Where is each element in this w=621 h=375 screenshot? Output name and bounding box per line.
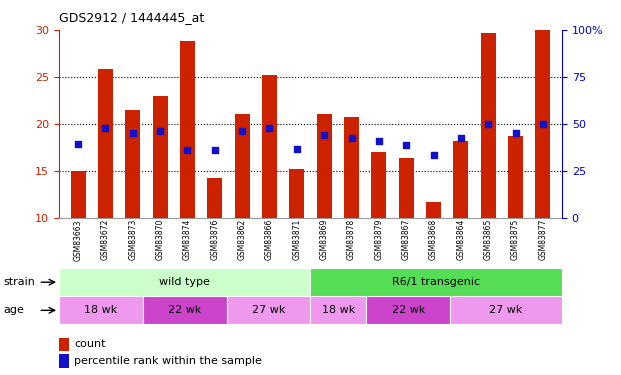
Text: GSM83862: GSM83862 xyxy=(238,219,247,260)
Bar xyxy=(310,268,562,296)
Point xyxy=(538,121,548,127)
Text: count: count xyxy=(74,339,106,349)
Point xyxy=(265,125,274,132)
Bar xyxy=(125,110,140,218)
Text: percentile rank within the sample: percentile rank within the sample xyxy=(74,356,262,366)
Text: GSM83878: GSM83878 xyxy=(347,219,356,260)
Point xyxy=(374,138,384,144)
Text: age: age xyxy=(3,305,24,315)
Bar xyxy=(59,296,143,324)
Bar xyxy=(508,136,523,218)
Bar xyxy=(317,114,332,218)
Point xyxy=(237,128,247,134)
Point xyxy=(210,147,220,153)
Text: GSM83870: GSM83870 xyxy=(156,219,165,260)
Text: GSM83663: GSM83663 xyxy=(74,219,83,261)
Bar xyxy=(366,296,450,324)
Text: GSM83876: GSM83876 xyxy=(211,219,219,260)
Text: GSM83865: GSM83865 xyxy=(484,219,492,260)
Bar xyxy=(180,41,195,218)
Point xyxy=(183,147,193,153)
Bar xyxy=(71,171,86,217)
Text: GSM83875: GSM83875 xyxy=(511,219,520,260)
Bar xyxy=(371,152,386,217)
Point xyxy=(347,135,356,141)
Text: GSM83864: GSM83864 xyxy=(456,219,465,260)
Bar xyxy=(153,96,168,218)
Text: 27 wk: 27 wk xyxy=(489,305,523,315)
Text: GSM83871: GSM83871 xyxy=(292,219,301,260)
Bar xyxy=(399,158,414,218)
Text: 18 wk: 18 wk xyxy=(322,305,355,315)
Point xyxy=(483,121,493,127)
Bar xyxy=(98,69,113,218)
Text: R6/1 transgenic: R6/1 transgenic xyxy=(392,277,480,287)
Point xyxy=(510,130,520,136)
Bar xyxy=(450,296,562,324)
Text: GSM83877: GSM83877 xyxy=(538,219,547,260)
Text: GSM83868: GSM83868 xyxy=(429,219,438,260)
Text: GSM83867: GSM83867 xyxy=(402,219,410,260)
Point xyxy=(428,152,438,157)
Bar xyxy=(59,338,69,351)
Point xyxy=(101,125,111,132)
Bar xyxy=(262,75,277,217)
Text: GSM83879: GSM83879 xyxy=(374,219,383,260)
Text: GSM83869: GSM83869 xyxy=(320,219,329,260)
Bar xyxy=(289,169,304,217)
Bar xyxy=(59,354,69,368)
Bar xyxy=(207,178,222,218)
Bar xyxy=(310,296,366,324)
Text: 18 wk: 18 wk xyxy=(84,305,117,315)
Point xyxy=(401,142,411,148)
Point xyxy=(292,146,302,152)
Point xyxy=(456,135,466,141)
Point xyxy=(319,132,329,138)
Text: wild type: wild type xyxy=(160,277,210,287)
Bar xyxy=(227,296,310,324)
Text: 27 wk: 27 wk xyxy=(252,305,285,315)
Text: strain: strain xyxy=(3,277,35,287)
Bar xyxy=(481,33,496,218)
Bar xyxy=(426,202,441,217)
Text: GSM83866: GSM83866 xyxy=(265,219,274,260)
Text: GSM83873: GSM83873 xyxy=(129,219,137,260)
Text: GDS2912 / 1444445_at: GDS2912 / 1444445_at xyxy=(59,11,204,24)
Point xyxy=(73,141,83,147)
Text: GSM83874: GSM83874 xyxy=(183,219,192,260)
Bar xyxy=(143,296,227,324)
Text: GSM83672: GSM83672 xyxy=(101,219,110,260)
Bar xyxy=(453,141,468,218)
Point xyxy=(128,130,138,136)
Bar xyxy=(535,30,550,217)
Bar xyxy=(344,117,359,218)
Bar xyxy=(235,114,250,218)
Point xyxy=(155,128,165,134)
Text: 22 wk: 22 wk xyxy=(168,305,201,315)
Bar xyxy=(59,268,310,296)
Text: 22 wk: 22 wk xyxy=(392,305,425,315)
